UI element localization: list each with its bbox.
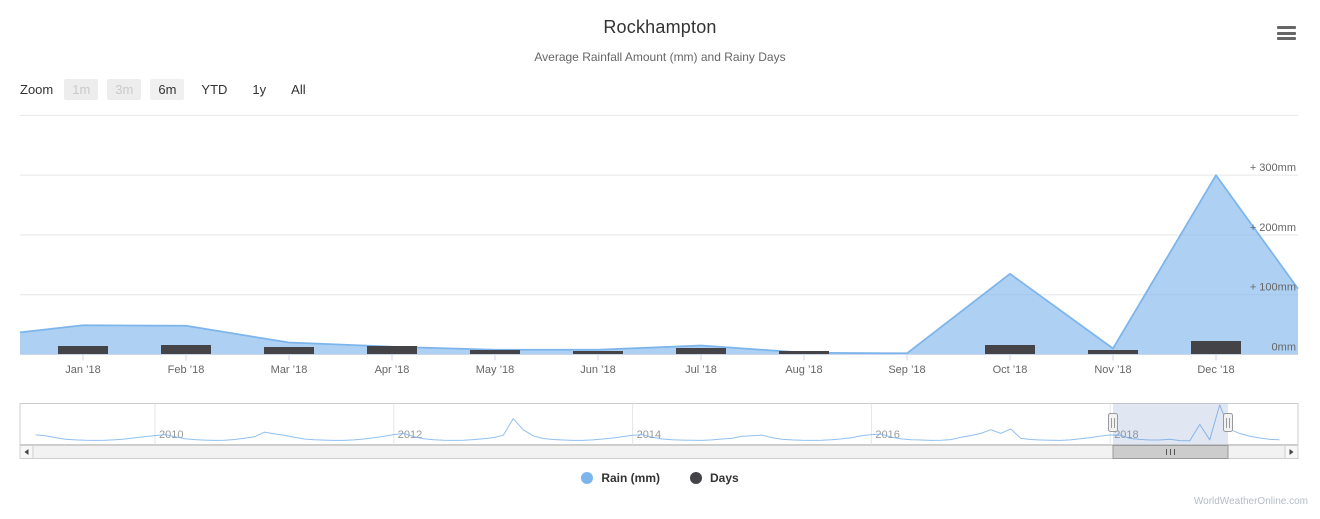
days-bar[interactable] [470, 350, 520, 354]
legend: Rain (mm) Days [0, 471, 1320, 485]
x-axis-label: Jun ’18 [580, 364, 615, 376]
navigator-year-label: 2010 [159, 429, 183, 441]
scroll-right-arrow-icon [1289, 449, 1294, 455]
days-bar[interactable] [573, 351, 623, 354]
range-button-ytd[interactable]: YTD [193, 79, 236, 100]
range-button-1m: 1m [64, 79, 99, 100]
rain-legend-marker-icon [581, 472, 594, 484]
x-axis-label: Jul ’18 [685, 364, 717, 376]
days-legend-marker-icon [689, 472, 702, 484]
range-selector-label: Zoom [20, 82, 54, 97]
x-axis-label: Mar ’18 [271, 364, 308, 376]
navigator-right-handle[interactable] [1223, 413, 1233, 432]
range-selector: Zoom 1m 3m 6m YTD 1y All [20, 79, 314, 100]
days-bar[interactable] [985, 345, 1035, 354]
range-button-3m: 3m [107, 79, 142, 100]
days-bar[interactable] [161, 345, 211, 354]
scroll-left-arrow-icon [24, 449, 29, 455]
chart-subtitle: Average Rainfall Amount (mm) and Rainy D… [534, 50, 786, 64]
menu-bar-icon [1277, 26, 1296, 29]
context-menu-icon[interactable] [1277, 26, 1296, 43]
navigator-year-label: 2016 [875, 429, 899, 441]
x-axis-label: Oct ’18 [993, 364, 1028, 376]
days-bar[interactable] [1088, 350, 1138, 354]
legend-label-days: Days [709, 471, 739, 485]
navigator-series-line [35, 404, 1280, 442]
rain-area-line [19, 174, 1299, 355]
y-axis-label: + 100mm [1250, 282, 1296, 294]
menu-bar-icon [1277, 31, 1296, 35]
navigator-outline [19, 403, 1299, 445]
scrollbar-track[interactable] [19, 445, 1299, 459]
credits-link[interactable]: WorldWeatherOnline.com [1193, 496, 1308, 507]
x-axis-label: May ’18 [476, 364, 515, 376]
x-axis-label: Aug ’18 [785, 364, 822, 376]
range-button-1y[interactable]: 1y [244, 79, 275, 100]
x-axis-label: Jan ’18 [65, 364, 100, 376]
legend-label-rain: Rain (mm) [601, 471, 660, 485]
range-button-6m[interactable]: 6m [150, 79, 185, 100]
x-axis-label: Apr ’18 [375, 364, 410, 376]
legend-item-rain[interactable]: Rain (mm) [581, 471, 660, 485]
navigator-left-handle[interactable] [1108, 413, 1118, 432]
x-axis-label: Sep ’18 [888, 364, 925, 376]
y-axis-label: 0mm [1272, 342, 1296, 354]
y-axis-label: + 200mm [1250, 222, 1296, 234]
x-axis-label: Nov ’18 [1094, 364, 1131, 376]
days-bar[interactable] [676, 348, 726, 354]
navigator-selected-range[interactable] [1113, 403, 1228, 445]
menu-bar-icon [1277, 37, 1296, 40]
navigator-year-label: 2018 [1114, 429, 1138, 441]
y-axis-label: + 300mm [1250, 162, 1296, 174]
x-axis-label: Feb ’18 [168, 364, 205, 376]
range-button-all[interactable]: All [283, 79, 314, 100]
days-bar[interactable] [367, 346, 417, 354]
rain-area-series[interactable] [20, 175, 1298, 355]
legend-item-days[interactable]: Days [689, 471, 739, 485]
days-bar[interactable] [264, 347, 314, 354]
days-bar[interactable] [58, 346, 108, 354]
days-bar[interactable] [1191, 341, 1241, 354]
x-axis-label: Dec ’18 [1197, 364, 1234, 376]
chart-title: Rockhampton [603, 17, 717, 37]
days-bar[interactable] [779, 351, 829, 354]
